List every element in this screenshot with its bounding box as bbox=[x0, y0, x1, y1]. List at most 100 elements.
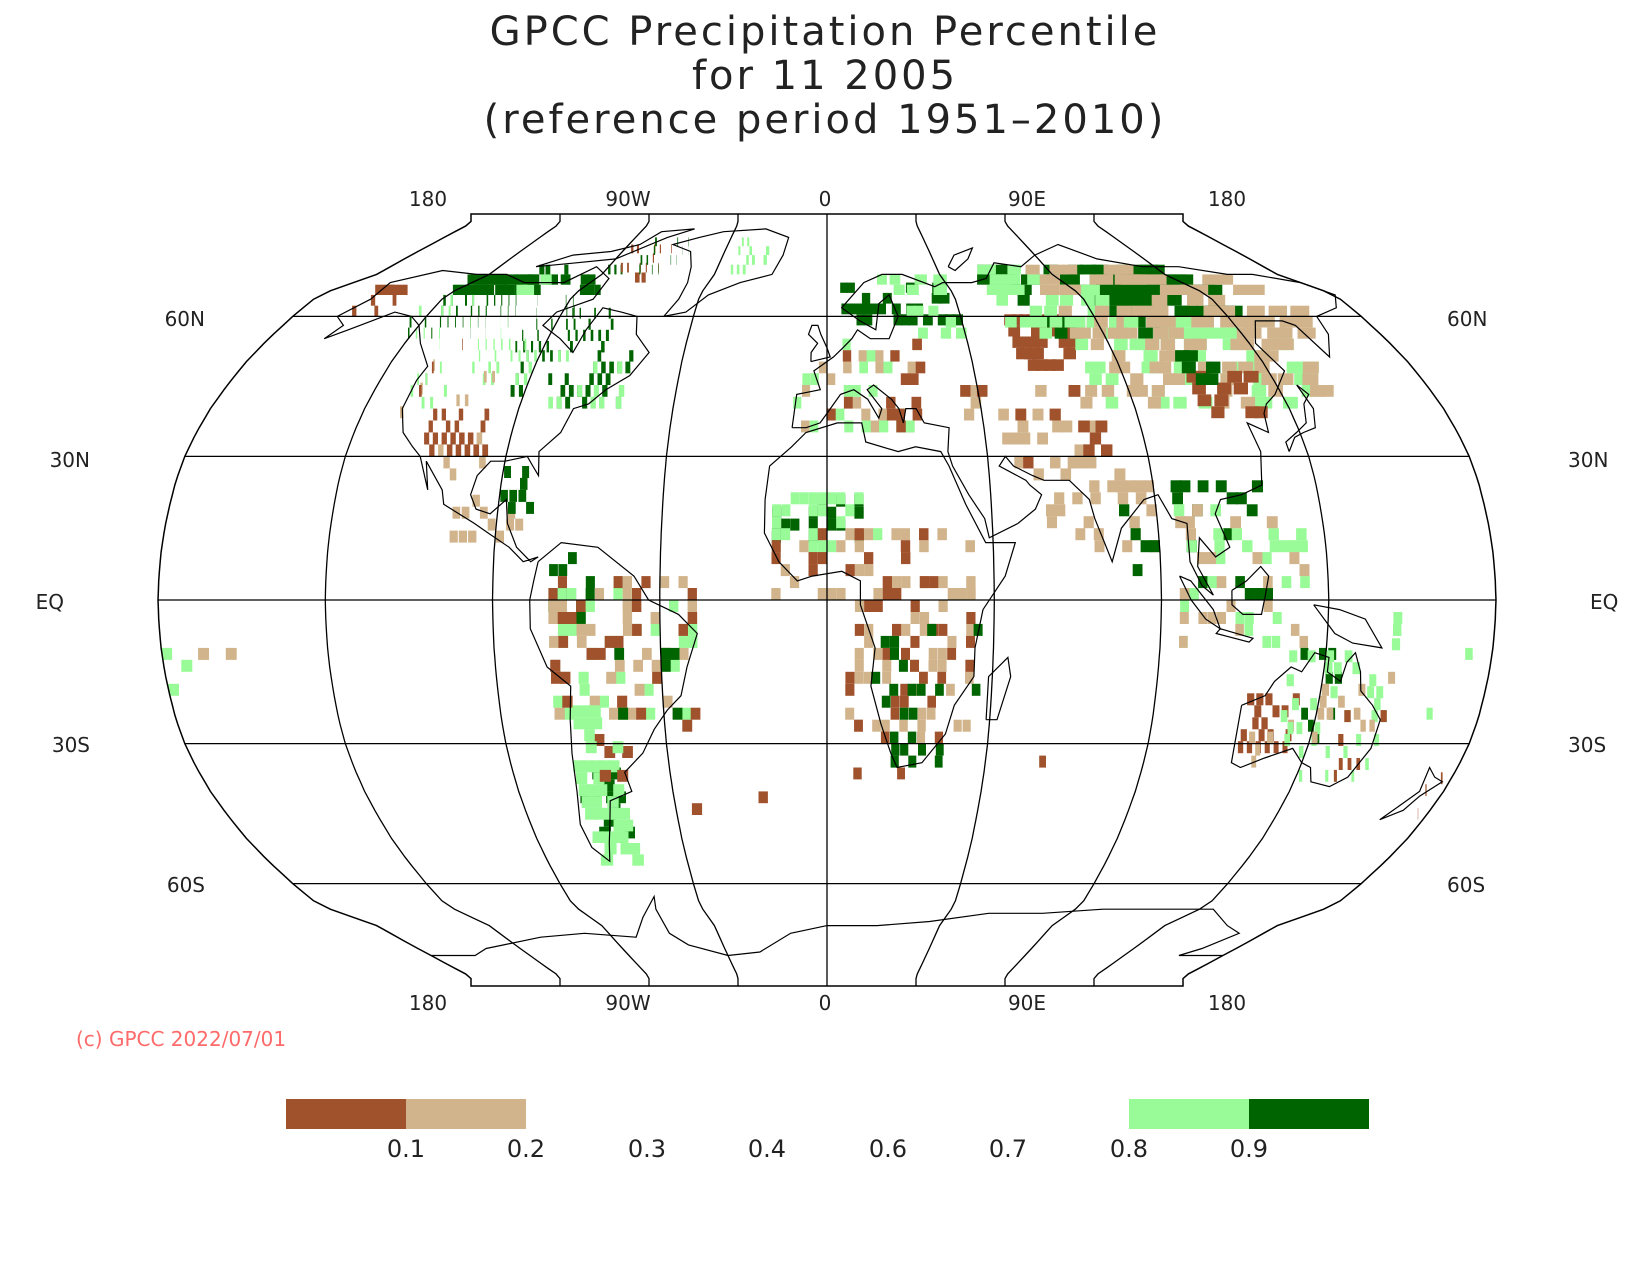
percentile-cell bbox=[485, 338, 487, 351]
percentile-cell bbox=[456, 305, 458, 317]
percentile-cell bbox=[1107, 480, 1118, 493]
percentile-cell bbox=[594, 307, 596, 319]
percentile-cell bbox=[198, 647, 209, 660]
percentile-cell bbox=[515, 341, 518, 353]
percentile-cell bbox=[1090, 338, 1104, 351]
lat-label-right-eq: EQ bbox=[1590, 590, 1618, 614]
percentile-cell bbox=[878, 408, 888, 421]
percentile-cell bbox=[1376, 686, 1384, 699]
percentile-cell bbox=[1090, 492, 1101, 505]
percentile-cell bbox=[632, 854, 644, 866]
percentile-cell bbox=[590, 796, 602, 808]
percentile-cell bbox=[1132, 564, 1143, 577]
percentile-cell bbox=[577, 385, 583, 397]
percentile-cell bbox=[443, 294, 446, 306]
percentile-cell bbox=[771, 552, 781, 565]
percentile-cell bbox=[1019, 432, 1031, 445]
percentile-cell bbox=[1116, 305, 1132, 317]
percentile-cell bbox=[495, 530, 504, 543]
percentile-cell bbox=[553, 695, 564, 708]
percentile-cell bbox=[1183, 350, 1198, 362]
percentile-cell bbox=[585, 807, 597, 820]
percentile-cell bbox=[917, 719, 926, 732]
percentile-cell bbox=[564, 264, 569, 275]
percentile-cell bbox=[1149, 540, 1160, 553]
percentile-cell bbox=[610, 807, 622, 820]
percentile-cell bbox=[462, 316, 464, 328]
percentile-cell bbox=[873, 528, 883, 541]
percentile-cell bbox=[579, 683, 590, 696]
percentile-cell bbox=[1269, 540, 1281, 553]
percentile-cell bbox=[374, 305, 379, 317]
percentile-cell bbox=[1262, 350, 1279, 362]
percentile-cell bbox=[576, 612, 586, 624]
percentile-cell bbox=[1240, 729, 1247, 742]
percentile-cell bbox=[618, 707, 629, 720]
percentile-cell bbox=[1023, 456, 1034, 469]
percentile-cell bbox=[593, 385, 599, 397]
percentile-cell bbox=[910, 612, 920, 624]
percentile-cell bbox=[1292, 698, 1299, 711]
percentile-cell bbox=[445, 420, 451, 433]
percentile-cell bbox=[1263, 600, 1273, 612]
latitude-labels-left: 60N 30N EQ 30S 60S bbox=[36, 307, 205, 897]
coastline bbox=[1231, 565, 1270, 615]
lon-label-bottom-90e: 90E bbox=[1008, 991, 1046, 1015]
percentile-cell bbox=[509, 284, 521, 295]
percentile-cell bbox=[1172, 492, 1183, 505]
percentile-cell bbox=[868, 385, 878, 397]
percentile-cell bbox=[1279, 316, 1298, 328]
percentile-cell bbox=[1100, 327, 1114, 339]
percentile-cell bbox=[1227, 370, 1242, 383]
percentile-cell bbox=[1127, 264, 1146, 275]
percentile-cell bbox=[1321, 683, 1329, 696]
percentile-cell bbox=[1288, 540, 1299, 553]
percentile-cell bbox=[1145, 338, 1160, 351]
percentile-cell bbox=[1063, 347, 1076, 360]
percentile-cell bbox=[1235, 576, 1245, 589]
percentile-cell bbox=[1261, 717, 1268, 730]
percentile-cell bbox=[1217, 382, 1232, 395]
percentile-cell bbox=[1095, 294, 1110, 306]
lon-label-bottom-0: 0 bbox=[819, 991, 832, 1015]
percentile-cell bbox=[1067, 456, 1079, 469]
percentile-cell bbox=[1043, 359, 1056, 371]
percentile-cell bbox=[1298, 769, 1303, 782]
percentile-cell bbox=[1235, 612, 1245, 624]
percentile-cell bbox=[928, 659, 938, 672]
percentile-cell bbox=[772, 504, 782, 517]
percentile-cell bbox=[1184, 516, 1195, 529]
percentile-cell bbox=[582, 396, 588, 409]
percentile-cell bbox=[454, 420, 460, 433]
percentile-cell bbox=[1310, 698, 1317, 711]
percentile-cell bbox=[1215, 480, 1227, 493]
percentile-cell bbox=[1165, 294, 1182, 306]
percentile-cell bbox=[844, 420, 854, 433]
percentile-cell bbox=[446, 444, 453, 457]
percentile-cell bbox=[1179, 612, 1189, 624]
legend-tick-label: 0.4 bbox=[748, 1135, 786, 1163]
percentile-cell bbox=[911, 396, 922, 409]
percentile-cell bbox=[1254, 588, 1264, 600]
percentile-cell bbox=[605, 373, 611, 385]
percentile-cell bbox=[908, 707, 918, 720]
legend-tick-label: 0.8 bbox=[1110, 1135, 1148, 1163]
percentile-cell bbox=[890, 695, 900, 708]
percentile-cell bbox=[900, 373, 911, 385]
percentile-cell bbox=[1089, 480, 1100, 493]
percentile-cell bbox=[1330, 686, 1338, 699]
percentile-cell bbox=[618, 807, 630, 820]
percentile-cell bbox=[473, 444, 480, 457]
legend-tick-label: 0.7 bbox=[989, 1135, 1027, 1163]
percentile-cell bbox=[1338, 758, 1343, 770]
percentile-cell bbox=[1344, 650, 1353, 663]
percentile-cell bbox=[1240, 396, 1256, 409]
percentile-cell bbox=[856, 314, 865, 326]
percentile-cell bbox=[1252, 717, 1259, 730]
percentile-cell bbox=[1116, 480, 1127, 493]
percentile-cell bbox=[481, 284, 495, 295]
percentile-cell bbox=[1035, 385, 1047, 397]
percentile-cell bbox=[1008, 325, 1021, 337]
percentile-cell bbox=[1243, 370, 1259, 383]
